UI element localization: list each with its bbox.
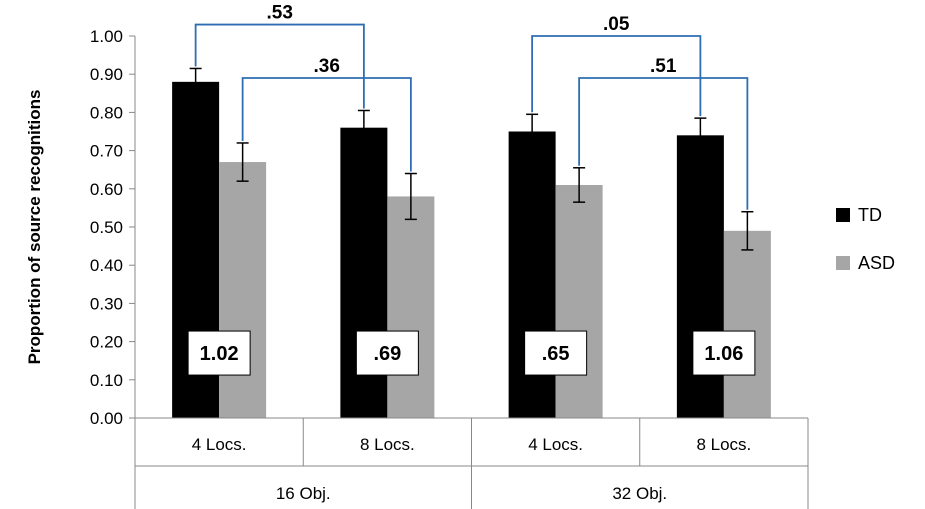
y-tick-label-10: 1.00 [90,27,123,46]
bar-asd-0 [219,162,267,418]
box-label-0: 1.02 [187,330,251,376]
comparison-label-0: .53 [267,3,293,24]
x-category-label-0: 4 Locs. [192,435,247,454]
legend-swatch-td [836,208,850,222]
box-label-2: .65 [524,330,588,376]
error-bar-asd-2 [573,167,586,203]
y-tick-label-5: 0.50 [90,218,123,237]
comparison-bracket-0: .53 [194,3,365,109]
comparison-bracket-3: .51 [578,56,749,210]
box-label-1: .69 [355,330,419,376]
bar-asd-1 [387,196,435,418]
y-tick-label-7: 0.70 [90,142,123,161]
box-label-text-2: .65 [542,343,570,365]
error-bar-asd-0 [236,142,249,182]
error-bar-asd-3 [741,210,754,251]
y-tick-label-9: 0.90 [90,65,123,84]
y-tick-label-8: 0.80 [90,103,123,122]
bar-td-3 [676,135,724,418]
comparison-label-2: .05 [603,14,630,35]
comparison-label-1: .36 [314,56,340,77]
y-axis-title: Proportion of source recognitions [25,90,44,365]
bar-asd-2 [555,184,603,418]
comparison-bracket-1: .36 [241,56,412,172]
x-category-label-2: 4 Locs. [528,435,583,454]
x-group-label-0: 16 Obj. [276,484,331,503]
y-tick-label-0: 0.00 [90,409,123,428]
y-tick-label-2: 0.20 [90,333,123,352]
error-bar-asd-1 [404,172,417,221]
y-tick-label-6: 0.60 [90,180,123,199]
box-label-text-0: 1.02 [200,343,239,365]
legend-label-asd: ASD [858,253,895,273]
bar-asd-3 [723,230,771,418]
comparison-label-3: .51 [650,56,677,77]
y-tick-label-4: 0.40 [90,256,123,275]
y-tick-label-1: 0.10 [90,371,123,390]
box-label-3: 1.06 [692,330,756,376]
error-bar-td-1 [357,109,370,146]
error-bar-td-3 [694,117,707,154]
legend-swatch-asd [836,256,850,270]
x-group-label-1: 32 Obj. [612,484,667,503]
y-tick-label-3: 0.30 [90,294,123,313]
error-bar-td-0 [189,67,202,96]
box-label-text-1: .69 [373,343,401,365]
box-label-text-3: 1.06 [704,343,743,365]
legend-item-td: TD [836,205,882,225]
legend-item-asd: ASD [836,253,895,273]
error-bar-td-2 [526,113,539,150]
x-category-label-3: 8 Locs. [696,435,751,454]
comparison-bracket-2: .05 [531,14,702,117]
x-category-label-1: 8 Locs. [360,435,415,454]
legend-label-td: TD [858,205,882,225]
